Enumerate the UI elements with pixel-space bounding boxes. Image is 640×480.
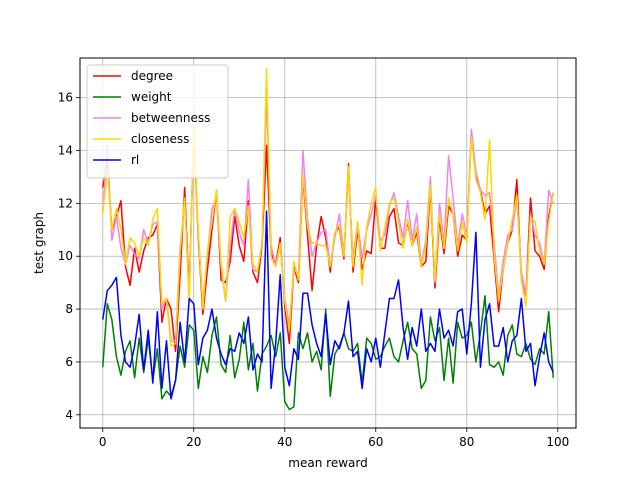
y-axis-label: test graph <box>32 212 46 274</box>
series-line-rl <box>102 210 554 400</box>
x-tick-label: 100 <box>546 435 569 449</box>
axis-ticks: 0 20 40 60 80 100 4 6 8 10 12 14 16 <box>58 91 570 449</box>
x-tick-label: 80 <box>459 435 474 449</box>
series-lines <box>102 67 554 411</box>
y-tick-label: 16 <box>58 91 73 105</box>
legend-label-betweenness: betweenness <box>131 111 210 125</box>
y-tick-label: 6 <box>65 355 73 369</box>
legend-label-degree: degree <box>131 69 173 83</box>
y-tick-label: 10 <box>58 249 73 263</box>
legend: degree weight betweenness closeness rl <box>86 64 229 179</box>
y-tick-label: 14 <box>58 144 73 158</box>
legend-label-closeness: closeness <box>131 132 189 146</box>
series-line-weight <box>102 295 554 411</box>
y-tick-label: 8 <box>65 302 73 316</box>
legend-label-rl: rl <box>131 153 139 167</box>
x-tick-label: 0 <box>99 435 107 449</box>
plot-frame <box>79 57 577 429</box>
y-tick-label: 12 <box>58 196 73 210</box>
x-axis-label: mean reward <box>288 456 367 470</box>
x-tick-label: 60 <box>368 435 383 449</box>
y-tick-label: 4 <box>65 408 73 422</box>
legend-box <box>86 64 229 179</box>
legend-label-weight: weight <box>131 90 172 104</box>
series-line-closeness <box>102 67 554 347</box>
x-tick-label: 40 <box>277 435 292 449</box>
x-tick-label: 20 <box>186 435 201 449</box>
